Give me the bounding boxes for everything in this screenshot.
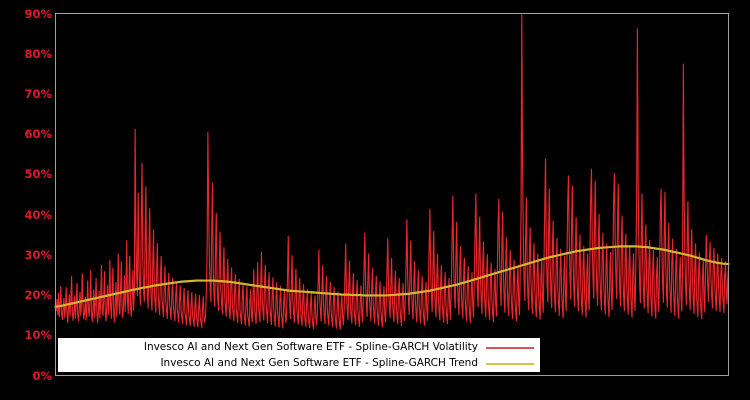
legend-label-volatility: Invesco AI and Next Gen Software ETF - S… xyxy=(143,341,478,353)
y-axis-tick-labels: 0% 10% 20% 30% 40% 50% 60% 70% 80% 90% xyxy=(0,0,52,400)
y-axis-tick-50pct: 50% xyxy=(24,167,52,182)
y-axis-tick-30pct: 30% xyxy=(24,247,52,262)
y-axis-tick-20pct: 20% xyxy=(24,288,52,303)
legend-item-trend[interactable]: Invesco AI and Next Gen Software ETF - S… xyxy=(58,355,540,372)
y-axis-tick-40pct: 40% xyxy=(24,207,52,222)
series-layer xyxy=(54,14,730,330)
legend-swatch-volatility xyxy=(486,346,534,349)
chart-legend: Invesco AI and Next Gen Software ETF - S… xyxy=(58,338,540,372)
y-axis-tick-80pct: 80% xyxy=(24,46,52,61)
y-axis-tick-90pct: 90% xyxy=(24,6,52,21)
y-axis-tick-60pct: 60% xyxy=(24,127,52,142)
y-axis-tick-10pct: 10% xyxy=(24,328,52,343)
series-line-trend xyxy=(54,245,730,308)
legend-label-trend: Invesco AI and Next Gen Software ETF - S… xyxy=(160,357,478,369)
series-line-volatility xyxy=(54,14,730,330)
y-axis-tick-0pct: 0% xyxy=(32,368,52,383)
axes-frame xyxy=(55,13,729,376)
y-axis-tick-70pct: 70% xyxy=(24,86,52,101)
legend-swatch-trend xyxy=(486,362,534,365)
legend-item-volatility[interactable]: Invesco AI and Next Gen Software ETF - S… xyxy=(58,339,540,356)
